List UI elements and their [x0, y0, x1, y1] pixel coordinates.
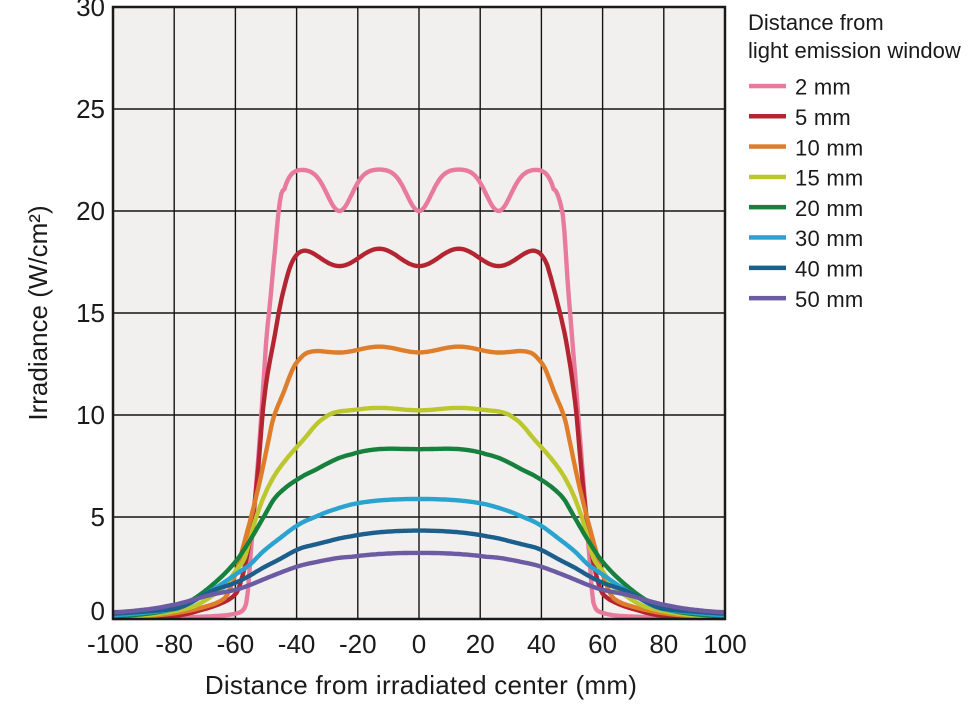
svg-text:0: 0 [91, 596, 105, 626]
svg-text:Distance from: Distance from [748, 10, 884, 35]
svg-text:30: 30 [76, 0, 105, 22]
svg-text:30 mm: 30 mm [795, 226, 864, 251]
svg-text:Distance from irradiated cente: Distance from irradiated center (mm) [205, 670, 637, 700]
svg-text:10 mm: 10 mm [795, 135, 864, 160]
svg-text:50 mm: 50 mm [795, 287, 864, 312]
svg-text:60: 60 [588, 629, 617, 659]
svg-text:Irradiance (W/cm²): Irradiance (W/cm²) [23, 205, 53, 420]
svg-text:-40: -40 [278, 629, 316, 659]
svg-text:20 mm: 20 mm [795, 196, 864, 221]
svg-text:5: 5 [91, 502, 105, 532]
svg-text:15 mm: 15 mm [795, 166, 864, 191]
svg-text:25: 25 [76, 94, 105, 124]
svg-text:-100: -100 [87, 629, 139, 659]
svg-text:light emission window: light emission window [748, 38, 961, 63]
svg-text:0: 0 [412, 629, 426, 659]
svg-text:20: 20 [466, 629, 495, 659]
svg-text:100: 100 [703, 629, 746, 659]
svg-text:40: 40 [527, 629, 556, 659]
svg-text:15: 15 [76, 298, 105, 328]
svg-text:2 mm: 2 mm [795, 75, 851, 100]
svg-text:-80: -80 [155, 629, 193, 659]
svg-text:20: 20 [76, 196, 105, 226]
svg-text:5 mm: 5 mm [795, 105, 851, 130]
svg-text:80: 80 [649, 629, 678, 659]
svg-text:-60: -60 [217, 629, 255, 659]
svg-text:10: 10 [76, 400, 105, 430]
svg-text:-20: -20 [339, 629, 377, 659]
svg-text:40 mm: 40 mm [795, 257, 864, 282]
